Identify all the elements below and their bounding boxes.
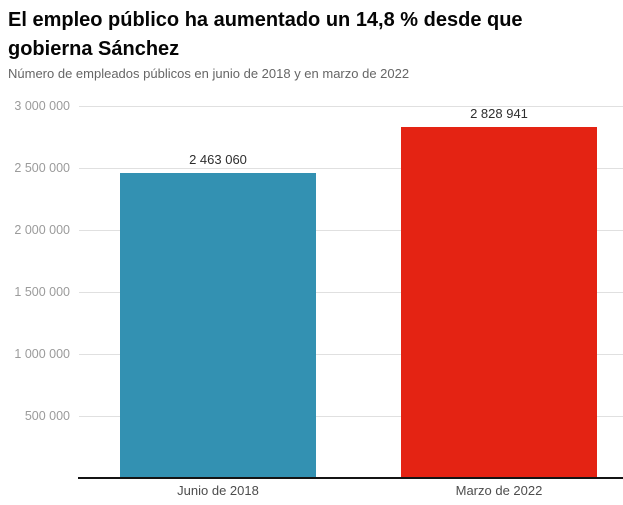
y-axis-tick-label: 3 000 000 xyxy=(14,99,70,113)
x-axis-category-label: Junio de 2018 xyxy=(177,483,259,498)
y-axis-tick-label: 2 500 000 xyxy=(14,161,70,175)
y-gridline xyxy=(79,415,623,417)
y-gridline xyxy=(79,105,623,107)
y-axis-tick-label: 1 500 000 xyxy=(14,285,70,299)
y-gridline xyxy=(79,167,623,169)
x-axis-baseline xyxy=(78,477,623,479)
y-gridline xyxy=(79,229,623,231)
y-axis-tick-label: 500 000 xyxy=(24,409,70,423)
bar-junio-de-2018 xyxy=(120,172,316,478)
x-axis-category-label: Marzo de 2022 xyxy=(455,483,543,498)
y-axis-tick-label: 1 000 000 xyxy=(14,347,70,361)
y-gridline xyxy=(79,291,623,293)
chart-title: El empleo público ha aumentado un 14,8 %… xyxy=(8,9,523,60)
y-axis-tick-label: 2 000 000 xyxy=(14,223,70,237)
bar-value-label: 2 828 941 xyxy=(470,106,528,122)
y-gridline xyxy=(79,353,623,355)
bar-value-label: 2 463 060 xyxy=(189,151,247,167)
chart-subtitle: Número de empleados públicos en junio de… xyxy=(8,66,410,81)
bar-marzo-de-2022 xyxy=(401,127,597,478)
